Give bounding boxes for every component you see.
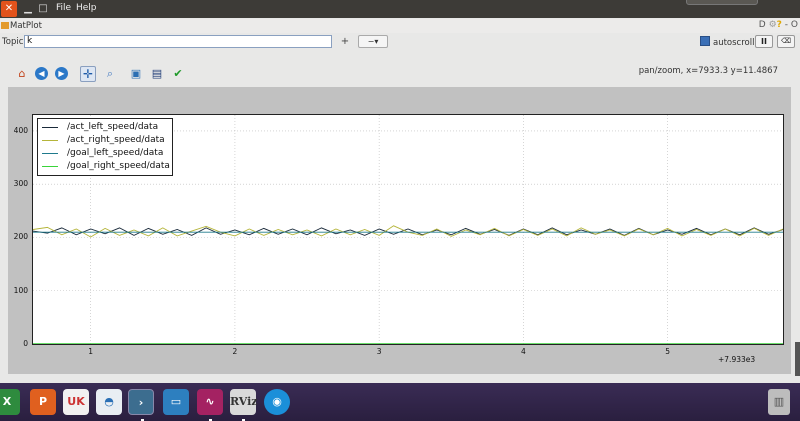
y-tick-label: 400 xyxy=(13,125,28,135)
plugin-close-button[interactable]: O xyxy=(790,20,798,30)
remove-topic-button[interactable]: −▾ xyxy=(358,35,388,48)
plugin-minimize-button[interactable]: - xyxy=(784,20,789,30)
legend-swatch xyxy=(42,153,58,154)
legend-label: /goal_left_speed/data xyxy=(67,148,164,158)
series-line-1 xyxy=(33,225,783,238)
plugin-logo-icon xyxy=(1,22,9,29)
back-icon[interactable]: ◀ xyxy=(35,67,48,80)
checkbox-checked-icon xyxy=(700,36,710,46)
window-titlebar: ✕ ▁ □ File Help xyxy=(0,0,800,18)
impress-icon[interactable]: P xyxy=(30,389,56,415)
running-indicator xyxy=(209,419,212,421)
running-indicator xyxy=(242,419,245,421)
topic-row: Topic k + −▾ autoscroll II ⌫ xyxy=(0,33,800,51)
pause-button[interactable]: II xyxy=(755,35,773,48)
legend-swatch xyxy=(42,140,58,141)
legend-item: /goal_right_speed/data xyxy=(42,160,172,172)
plugin-controls: D ⚙? - O xyxy=(759,20,798,30)
x-tick-label: 1 xyxy=(88,347,94,356)
rviz-icon[interactable]: RViz xyxy=(230,389,258,415)
files-icon[interactable]: ▭ xyxy=(163,389,189,415)
plugin-dock-button[interactable]: D xyxy=(758,20,766,30)
plugin-title: MatPlot xyxy=(10,21,42,31)
autoscroll-label: autoscroll xyxy=(713,38,755,48)
running-indicator xyxy=(141,419,144,421)
legend-swatch xyxy=(42,127,58,128)
plot-svg xyxy=(33,115,783,344)
x-tick-label: 5 xyxy=(665,347,670,356)
legend-swatch xyxy=(42,166,58,167)
menu-file[interactable]: File xyxy=(56,3,72,13)
trash-icon[interactable]: ▥ xyxy=(768,389,790,415)
disc-icon[interactable]: ◉ xyxy=(264,389,290,415)
calc-icon[interactable]: X xyxy=(0,389,20,415)
legend-item: /goal_left_speed/data xyxy=(42,147,172,159)
topic-input[interactable]: k xyxy=(24,35,332,48)
taskbar-dock: X P UK ◓ › ▭ ∿ RViz ◉ ▥ xyxy=(0,383,800,421)
zoom-icon[interactable]: ⌕ xyxy=(106,67,114,80)
plugin-header: MatPlot D ⚙? - O xyxy=(0,19,800,33)
legend-item: /act_right_speed/data xyxy=(42,134,172,146)
edit-icon[interactable]: ✔ xyxy=(173,67,183,80)
x-axis-offset: +7.933e3 xyxy=(718,355,756,364)
subplots-icon[interactable]: ▣ xyxy=(130,67,142,80)
maximize-icon[interactable]: □ xyxy=(38,3,48,14)
pan-icon[interactable]: ✛ xyxy=(80,66,96,82)
y-tick-label: 0 xyxy=(23,339,28,348)
rqt-icon[interactable]: ∿ xyxy=(197,389,223,415)
legend-label: /act_left_speed/data xyxy=(67,122,159,132)
forward-icon[interactable]: ▶ xyxy=(55,67,68,80)
software-icon[interactable]: ◓ xyxy=(96,389,122,415)
legend-item: /act_left_speed/data xyxy=(42,121,172,133)
update-icon[interactable]: UK xyxy=(63,389,89,415)
clear-button[interactable]: ⌫ xyxy=(777,35,795,48)
save-icon[interactable]: ▤ xyxy=(151,67,163,80)
menu-help[interactable]: Help xyxy=(76,3,97,13)
legend-label: /goal_right_speed/data xyxy=(67,161,170,171)
minimize-icon[interactable]: ▁ xyxy=(24,3,32,14)
close-icon[interactable]: ✕ xyxy=(1,1,17,17)
add-topic-button[interactable]: + xyxy=(340,36,350,47)
plot-legend: /act_left_speed/data /act_right_speed/da… xyxy=(37,118,173,176)
x-tick-label: 3 xyxy=(376,347,382,356)
plugin-help-button[interactable]: ? xyxy=(776,20,782,30)
home-icon[interactable]: ⌂ xyxy=(18,67,26,80)
y-tick-label: 100 xyxy=(13,285,28,295)
plot-toolbar: ⌂ ◀ ▶ ✛ ⌕ ▣ ▤ ✔ pan/zoom, x=7933.3 y=11.… xyxy=(0,62,800,86)
autoscroll-checkbox[interactable]: autoscroll xyxy=(700,36,754,48)
side-panel-handle[interactable] xyxy=(795,342,800,376)
terminal-icon[interactable]: › xyxy=(128,389,154,415)
legend-label: /act_right_speed/data xyxy=(67,135,165,145)
cursor-coordinates: pan/zoom, x=7933.3 y=11.4867 xyxy=(638,66,778,76)
topic-label: Topic xyxy=(2,37,24,47)
window-indicator xyxy=(686,0,758,5)
y-tick-label: 200 xyxy=(13,232,28,242)
x-tick-label: 2 xyxy=(232,347,238,356)
y-tick-label: 300 xyxy=(13,179,28,189)
plugin-gear-icon[interactable]: ⚙ xyxy=(768,20,777,30)
x-tick-label: 4 xyxy=(520,347,526,356)
